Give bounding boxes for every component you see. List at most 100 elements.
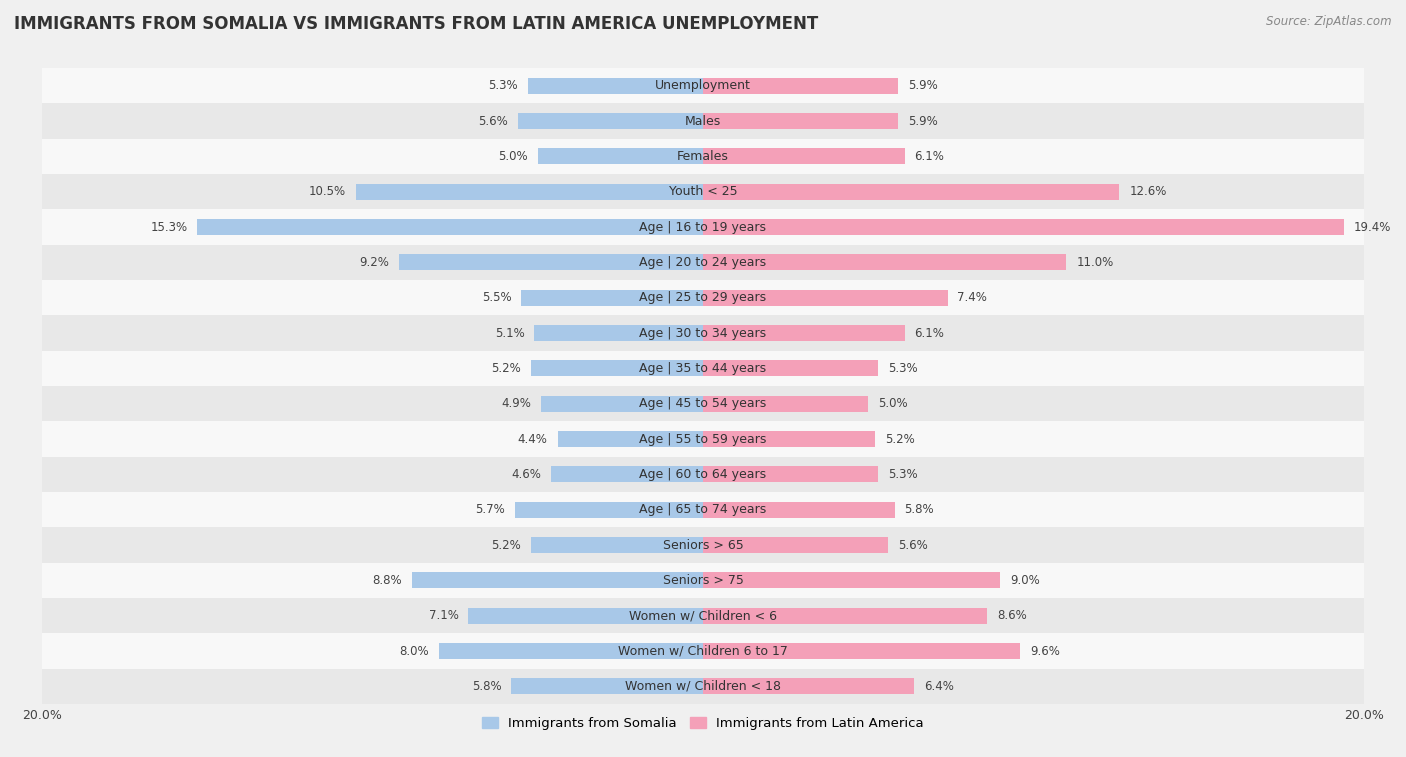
Text: 5.0%: 5.0% — [879, 397, 908, 410]
Bar — [703, 502, 894, 518]
Text: 5.1%: 5.1% — [495, 326, 524, 340]
Bar — [537, 148, 703, 164]
Text: 11.0%: 11.0% — [1077, 256, 1114, 269]
Bar — [42, 492, 1364, 528]
Bar — [399, 254, 703, 270]
Text: Age | 45 to 54 years: Age | 45 to 54 years — [640, 397, 766, 410]
Bar — [42, 210, 1364, 245]
Text: 19.4%: 19.4% — [1354, 220, 1392, 234]
Text: Age | 35 to 44 years: Age | 35 to 44 years — [640, 362, 766, 375]
Bar — [42, 668, 1364, 704]
Text: Women w/ Children < 6: Women w/ Children < 6 — [628, 609, 778, 622]
Bar — [703, 254, 1066, 270]
Bar — [703, 219, 1344, 235]
Text: Age | 65 to 74 years: Age | 65 to 74 years — [640, 503, 766, 516]
Text: 5.8%: 5.8% — [904, 503, 934, 516]
Text: Source: ZipAtlas.com: Source: ZipAtlas.com — [1267, 15, 1392, 28]
Bar — [534, 326, 703, 341]
Text: Age | 60 to 64 years: Age | 60 to 64 years — [640, 468, 766, 481]
Bar — [703, 148, 904, 164]
Text: 10.5%: 10.5% — [309, 185, 346, 198]
Text: 6.4%: 6.4% — [924, 680, 955, 693]
Text: 8.8%: 8.8% — [373, 574, 402, 587]
Text: 9.0%: 9.0% — [1011, 574, 1040, 587]
Text: 5.3%: 5.3% — [889, 362, 918, 375]
Bar — [468, 608, 703, 624]
Text: Age | 25 to 29 years: Age | 25 to 29 years — [640, 291, 766, 304]
Bar — [512, 678, 703, 694]
Bar — [703, 608, 987, 624]
Text: Age | 55 to 59 years: Age | 55 to 59 years — [640, 432, 766, 446]
Bar — [527, 78, 703, 94]
Text: 12.6%: 12.6% — [1129, 185, 1167, 198]
Bar — [703, 113, 898, 129]
Text: Age | 16 to 19 years: Age | 16 to 19 years — [640, 220, 766, 234]
Bar — [412, 572, 703, 588]
Bar — [703, 78, 898, 94]
Bar — [703, 678, 914, 694]
Bar — [703, 396, 868, 412]
Bar — [703, 290, 948, 306]
Bar — [515, 502, 703, 518]
Text: 5.9%: 5.9% — [908, 79, 938, 92]
Bar — [703, 326, 904, 341]
Legend: Immigrants from Somalia, Immigrants from Latin America: Immigrants from Somalia, Immigrants from… — [477, 712, 929, 736]
Bar — [42, 174, 1364, 210]
Text: 5.6%: 5.6% — [478, 114, 508, 128]
Text: IMMIGRANTS FROM SOMALIA VS IMMIGRANTS FROM LATIN AMERICA UNEMPLOYMENT: IMMIGRANTS FROM SOMALIA VS IMMIGRANTS FR… — [14, 15, 818, 33]
Text: 5.7%: 5.7% — [475, 503, 505, 516]
Text: 5.8%: 5.8% — [472, 680, 502, 693]
Text: 5.3%: 5.3% — [488, 79, 517, 92]
Text: 5.0%: 5.0% — [498, 150, 527, 163]
Text: Seniors > 65: Seniors > 65 — [662, 538, 744, 552]
Text: 9.2%: 9.2% — [360, 256, 389, 269]
Text: Youth < 25: Youth < 25 — [669, 185, 737, 198]
Bar — [356, 184, 703, 200]
Text: Age | 30 to 34 years: Age | 30 to 34 years — [640, 326, 766, 340]
Text: 15.3%: 15.3% — [150, 220, 187, 234]
Bar — [42, 634, 1364, 668]
Bar — [531, 360, 703, 376]
Text: 5.2%: 5.2% — [884, 432, 914, 446]
Bar — [42, 386, 1364, 422]
Text: Age | 20 to 24 years: Age | 20 to 24 years — [640, 256, 766, 269]
Text: 8.0%: 8.0% — [399, 644, 429, 658]
Bar — [42, 280, 1364, 316]
Text: Unemployment: Unemployment — [655, 79, 751, 92]
Text: 8.6%: 8.6% — [997, 609, 1026, 622]
Bar — [42, 422, 1364, 456]
Text: 9.6%: 9.6% — [1031, 644, 1060, 658]
Bar — [541, 396, 703, 412]
Text: Women w/ Children 6 to 17: Women w/ Children 6 to 17 — [619, 644, 787, 658]
Text: 5.2%: 5.2% — [492, 362, 522, 375]
Text: 4.9%: 4.9% — [502, 397, 531, 410]
Bar — [42, 350, 1364, 386]
Bar — [42, 598, 1364, 634]
Bar — [703, 184, 1119, 200]
Text: 4.4%: 4.4% — [517, 432, 548, 446]
Bar — [703, 643, 1021, 659]
Text: 5.3%: 5.3% — [889, 468, 918, 481]
Text: Females: Females — [678, 150, 728, 163]
Bar — [42, 245, 1364, 280]
Text: 6.1%: 6.1% — [914, 326, 945, 340]
Bar — [197, 219, 703, 235]
Text: 5.9%: 5.9% — [908, 114, 938, 128]
Bar — [42, 139, 1364, 174]
Text: 5.5%: 5.5% — [482, 291, 512, 304]
Bar — [703, 537, 889, 553]
Bar — [551, 466, 703, 482]
Bar — [42, 456, 1364, 492]
Bar — [703, 431, 875, 447]
Text: 7.4%: 7.4% — [957, 291, 987, 304]
Bar — [531, 537, 703, 553]
Bar — [42, 316, 1364, 350]
Text: 6.1%: 6.1% — [914, 150, 945, 163]
Text: Males: Males — [685, 114, 721, 128]
Text: 5.6%: 5.6% — [898, 538, 928, 552]
Bar — [703, 572, 1001, 588]
Text: 4.6%: 4.6% — [512, 468, 541, 481]
Bar — [517, 113, 703, 129]
Bar — [439, 643, 703, 659]
Bar — [42, 68, 1364, 104]
